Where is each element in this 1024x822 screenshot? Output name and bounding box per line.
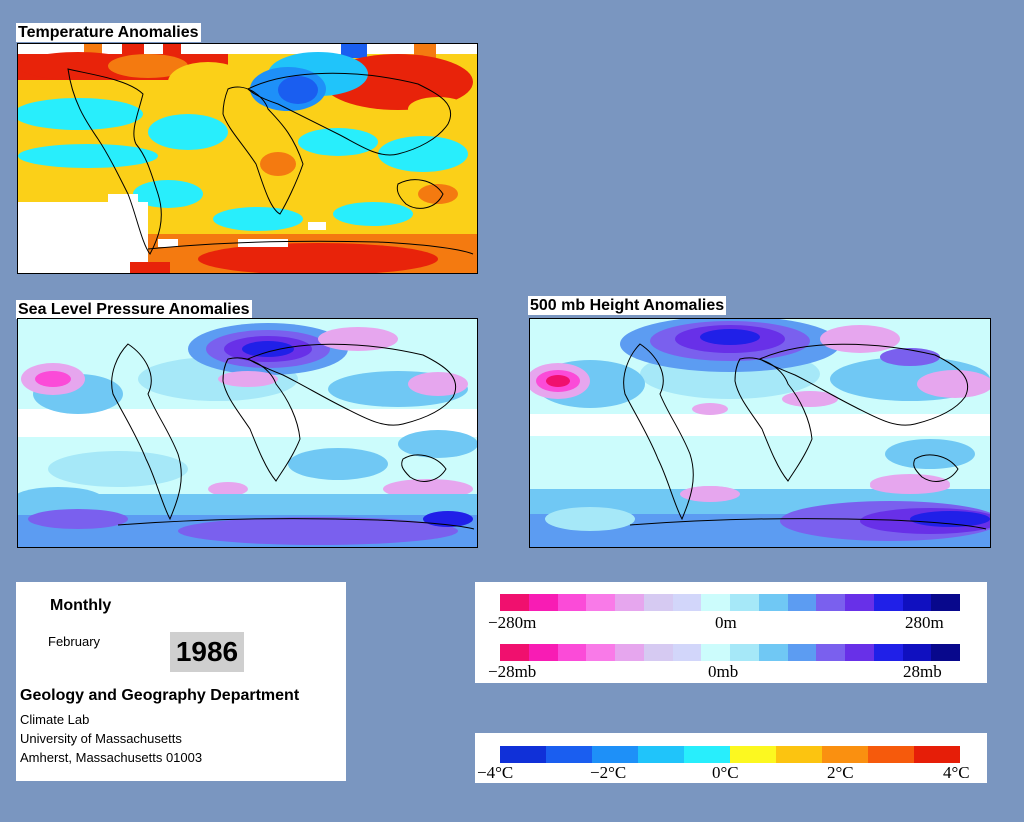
height-colorbar-swatch <box>643 594 673 611</box>
temperature-colorbar-swatch <box>776 746 822 763</box>
pressure-colorbar-swatch <box>845 644 874 661</box>
height-anomalies-title: 500 mb Height Anomalies <box>528 296 727 315</box>
pressure-colorbar-swatch <box>500 644 529 661</box>
pressure-colorbar-swatch <box>730 644 759 661</box>
temperature-tick-3: 2°C <box>827 763 854 782</box>
info-box: Monthly February 1986 Geology and Geogra… <box>16 582 346 781</box>
temperature-colorbar-swatch <box>868 746 914 763</box>
pressure-colorbar-swatch <box>643 644 673 661</box>
height-colorbar-swatch <box>845 594 874 611</box>
height-colorbar-swatch <box>500 594 529 611</box>
height-colorbar-swatch <box>931 594 960 611</box>
pressure-colorbar-swatch <box>615 644 644 661</box>
temperature-colorbar-swatch <box>592 746 638 763</box>
frequency-label: Monthly <box>50 597 112 614</box>
slp-anomaly-map <box>17 318 478 548</box>
pressure-tick-max: 28mb <box>903 662 942 681</box>
temperature-anomalies-title: Temperature Anomalies <box>16 23 201 42</box>
temperature-tick-1: −2°C <box>590 763 627 782</box>
temperature-tick-0: −4°C <box>477 763 514 782</box>
height-colorbar-swatch <box>758 594 788 611</box>
pressure-colorbar-swatch <box>873 644 903 661</box>
pressure-colorbar-swatch <box>701 644 730 661</box>
pressure-colorbar-swatch <box>586 644 615 661</box>
temperature-tick-2: 0°C <box>712 763 739 782</box>
temperature-legend: −4°C −2°C 0°C 2°C 4°C <box>475 733 987 783</box>
height-colorbar-swatch <box>873 594 903 611</box>
height-tick-max: 280m <box>905 613 944 632</box>
temperature-colorbar-swatch <box>684 746 730 763</box>
temperature-colorbar-swatch <box>822 746 868 763</box>
pressure-colorbar-swatch <box>528 644 558 661</box>
pressure-tick-min: −28mb <box>488 662 537 681</box>
slp-anomalies-title: Sea Level Pressure Anomalies <box>16 300 252 319</box>
pressure-colorbar-swatch <box>902 644 932 661</box>
address-label: Amherst, Massachusetts 01003 <box>20 750 203 765</box>
lab-label: Climate Lab <box>20 712 90 727</box>
height-colorbar-swatch <box>730 594 759 611</box>
pressure-colorbar-swatch <box>672 644 702 661</box>
height-colorbar-swatch <box>672 594 702 611</box>
temperature-colorbar-swatch <box>730 746 776 763</box>
temperature-colorbar-swatch <box>914 746 960 763</box>
height-tick-min: −280m <box>488 613 537 632</box>
height-tick-zero: 0m <box>715 613 737 632</box>
height-colorbar-swatch <box>586 594 615 611</box>
temperature-colorbar <box>500 746 960 763</box>
pressure-colorbar-swatch <box>557 644 587 661</box>
height-colorbar-swatch <box>701 594 730 611</box>
height-anomaly-map <box>529 318 991 548</box>
height-colorbar-swatch <box>787 594 817 611</box>
pressure-colorbar-swatch <box>758 644 788 661</box>
height-pressure-legend: −280m 0m 280m −28mb 0mb 28mb <box>475 582 987 683</box>
university-label: University of Massachusetts <box>20 731 182 746</box>
pressure-colorbar <box>500 644 960 661</box>
temperature-colorbar-swatch <box>500 746 546 763</box>
month-label: February <box>48 634 101 649</box>
height-colorbar-swatch <box>528 594 558 611</box>
year-label: 1986 <box>170 632 244 672</box>
temperature-tick-4: 4°C <box>943 763 970 782</box>
height-colorbar-swatch <box>816 594 845 611</box>
pressure-colorbar-swatch <box>816 644 845 661</box>
department-label: Geology and Geography Department <box>20 687 300 704</box>
temperature-colorbar-swatch <box>638 746 684 763</box>
height-colorbar-swatch <box>557 594 587 611</box>
height-colorbar <box>500 594 960 611</box>
pressure-colorbar-swatch <box>787 644 817 661</box>
temperature-anomaly-map <box>17 43 478 274</box>
pressure-tick-zero: 0mb <box>708 662 739 681</box>
height-colorbar-swatch <box>615 594 644 611</box>
pressure-colorbar-swatch <box>931 644 960 661</box>
height-colorbar-swatch <box>902 594 932 611</box>
temperature-colorbar-swatch <box>546 746 592 763</box>
